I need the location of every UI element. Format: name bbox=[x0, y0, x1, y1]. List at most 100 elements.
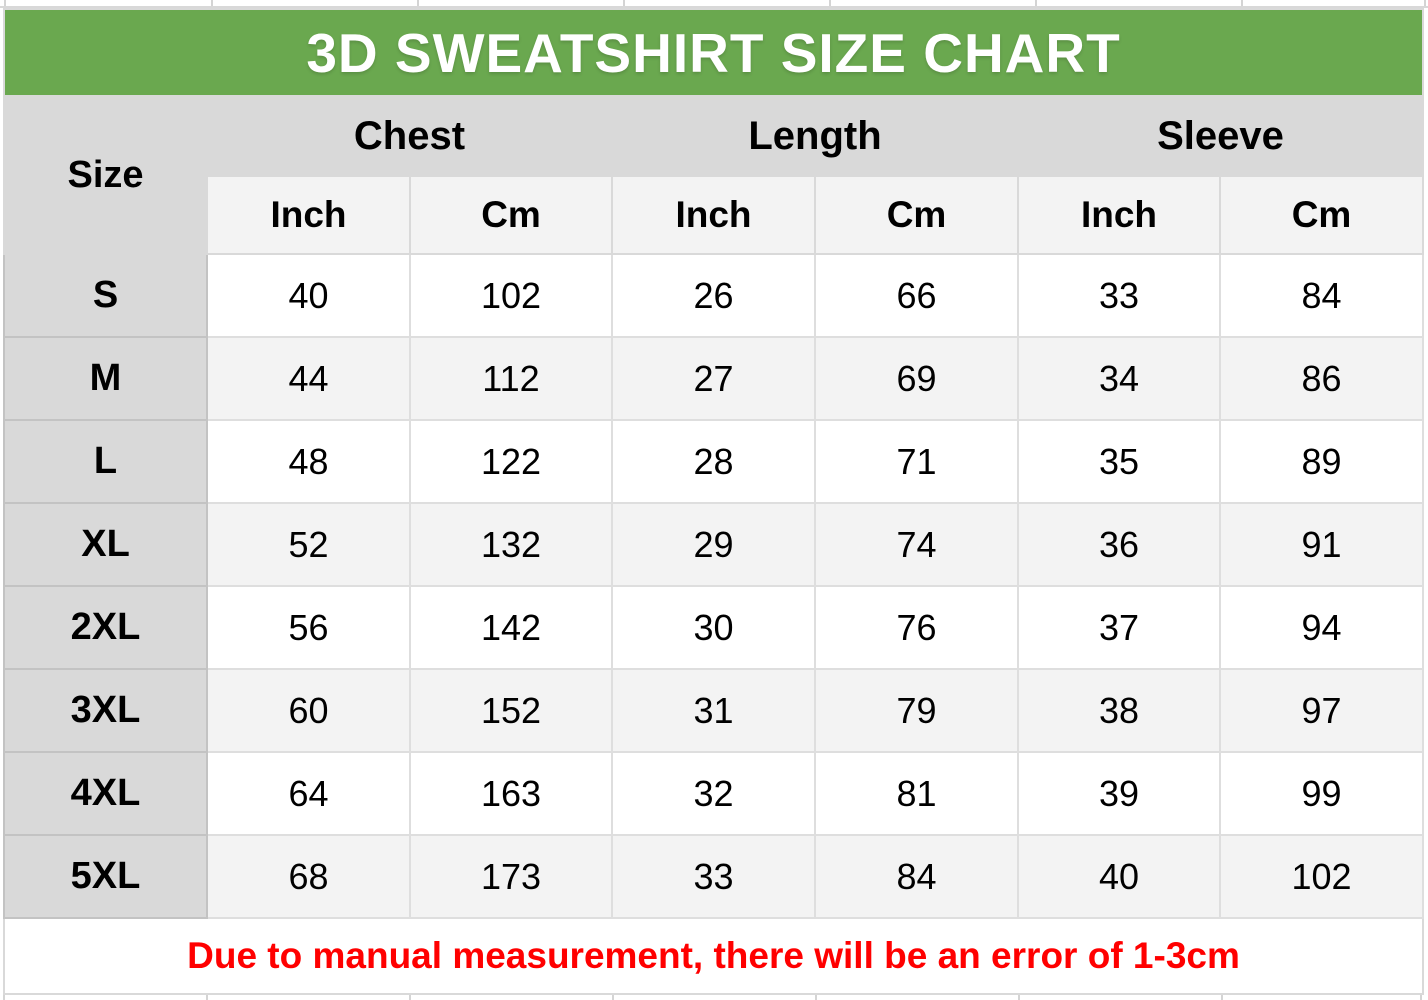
measurement-value: 76 bbox=[814, 585, 1019, 670]
unit-header-sleeve-inch: Inch bbox=[1017, 175, 1221, 255]
measurement-value: 142 bbox=[409, 585, 613, 670]
size-label: M bbox=[3, 336, 208, 421]
unit-header-row: Inch Cm Inch Cm Inch Cm bbox=[4, 175, 1425, 255]
gridline bbox=[417, 0, 419, 6]
measurement-value: 37 bbox=[1017, 585, 1221, 670]
title-row: 3D SWEATSHIRT SIZE CHART bbox=[2, 8, 1425, 97]
measurement-value: 84 bbox=[1218, 253, 1425, 338]
measurement-value: 34 bbox=[1017, 336, 1221, 421]
table-row: M 44 112 27 69 34 86 bbox=[3, 336, 1425, 421]
measurement-value: 173 bbox=[409, 834, 613, 919]
column-group-chest: Chest bbox=[206, 95, 613, 177]
measurement-value: 33 bbox=[611, 834, 816, 919]
table-row: S 40 102 26 66 33 84 bbox=[3, 253, 1425, 338]
measurement-value: 74 bbox=[814, 502, 1019, 587]
size-rows: S 40 102 26 66 33 84 M 44 112 27 69 34 86 L 48 122 28 71 35… bbox=[3, 253, 1425, 919]
measurement-value: 56 bbox=[206, 585, 411, 670]
size-chart-table: 3D SWEATSHIRT SIZE CHART Size Chest Leng… bbox=[2, 8, 1425, 995]
measurement-value: 94 bbox=[1218, 585, 1425, 670]
measurement-value: 163 bbox=[409, 751, 613, 836]
measurement-value: 86 bbox=[1218, 336, 1425, 421]
gridline bbox=[3, 995, 5, 1000]
measurement-value: 66 bbox=[814, 253, 1019, 338]
size-label: 2XL bbox=[3, 585, 208, 670]
measurement-value: 102 bbox=[409, 253, 613, 338]
gridline bbox=[1424, 0, 1426, 6]
gridline bbox=[206, 995, 208, 1000]
measurement-value: 79 bbox=[814, 668, 1019, 753]
measurement-value: 60 bbox=[206, 668, 411, 753]
gridline bbox=[815, 995, 817, 1000]
measurement-value: 91 bbox=[1218, 502, 1425, 587]
unit-header-chest-cm: Cm bbox=[409, 175, 613, 255]
measurement-value: 29 bbox=[611, 502, 816, 587]
size-label: 4XL bbox=[3, 751, 208, 836]
measurement-value: 89 bbox=[1218, 419, 1425, 504]
table-row: 5XL 68 173 33 84 40 102 bbox=[3, 834, 1425, 919]
measurement-value: 30 bbox=[611, 585, 816, 670]
gridline bbox=[1221, 995, 1223, 1000]
size-label: L bbox=[3, 419, 208, 504]
gridline bbox=[1035, 0, 1037, 6]
spreadsheet-gridline-strip-top bbox=[0, 0, 1428, 8]
measurement-value: 112 bbox=[409, 336, 613, 421]
gridline bbox=[829, 0, 831, 6]
measurement-value: 32 bbox=[611, 751, 816, 836]
measurement-value: 27 bbox=[611, 336, 816, 421]
measurement-value: 68 bbox=[206, 834, 411, 919]
table-row: 4XL 64 163 32 81 39 99 bbox=[3, 751, 1425, 836]
measurement-value: 132 bbox=[409, 502, 613, 587]
unit-header-chest-inch: Inch bbox=[206, 175, 411, 255]
measurement-value: 122 bbox=[409, 419, 613, 504]
chart-title: 3D SWEATSHIRT SIZE CHART bbox=[2, 8, 1425, 97]
gridline bbox=[1241, 0, 1243, 6]
table-row: 2XL 56 142 30 76 37 94 bbox=[3, 585, 1425, 670]
unit-header-length-cm: Cm bbox=[814, 175, 1019, 255]
measurement-value: 35 bbox=[1017, 419, 1221, 504]
measurement-value: 26 bbox=[611, 253, 816, 338]
measurement-value: 99 bbox=[1218, 751, 1425, 836]
measurement-value: 40 bbox=[206, 253, 411, 338]
size-label: 3XL bbox=[3, 668, 208, 753]
measurement-value: 69 bbox=[814, 336, 1019, 421]
measurement-value: 84 bbox=[814, 834, 1019, 919]
gridline bbox=[623, 0, 625, 6]
gridline bbox=[211, 0, 213, 6]
measurement-value: 81 bbox=[814, 751, 1019, 836]
gridline bbox=[1018, 995, 1020, 1000]
gridline bbox=[4, 0, 6, 6]
measurement-value: 102 bbox=[1218, 834, 1425, 919]
group-header-row: Size Chest Length Sleeve bbox=[3, 95, 1425, 255]
gridline bbox=[612, 995, 614, 1000]
table-row: L 48 122 28 71 35 89 bbox=[3, 419, 1425, 504]
size-label: 5XL bbox=[3, 834, 208, 919]
measurement-value: 97 bbox=[1218, 668, 1425, 753]
measurement-value: 36 bbox=[1017, 502, 1221, 587]
note-row: Due to manual measurement, there will be… bbox=[2, 917, 1425, 995]
table-row: XL 52 132 29 74 36 91 bbox=[3, 502, 1425, 587]
spreadsheet-gridline-strip-bottom bbox=[0, 995, 1428, 1000]
unit-header-length-inch: Inch bbox=[611, 175, 816, 255]
gridline bbox=[1420, 995, 1422, 1000]
column-group-sleeve: Sleeve bbox=[1016, 95, 1425, 177]
size-label: XL bbox=[3, 502, 208, 587]
measurement-note: Due to manual measurement, there will be… bbox=[2, 917, 1425, 995]
measurement-value: 31 bbox=[611, 668, 816, 753]
table-row: 3XL 60 152 31 79 38 97 bbox=[3, 668, 1425, 753]
measurement-value: 152 bbox=[409, 668, 613, 753]
measurement-value: 38 bbox=[1017, 668, 1221, 753]
gridline bbox=[409, 995, 411, 1000]
column-header-size: Size bbox=[3, 95, 208, 255]
measurement-value: 52 bbox=[206, 502, 411, 587]
measurement-value: 39 bbox=[1017, 751, 1221, 836]
measurement-value: 40 bbox=[1017, 834, 1221, 919]
measurement-value: 71 bbox=[814, 419, 1019, 504]
measurement-value: 44 bbox=[206, 336, 411, 421]
unit-header-sleeve-cm: Cm bbox=[1218, 175, 1425, 255]
measurement-value: 28 bbox=[611, 419, 816, 504]
measurement-value: 48 bbox=[206, 419, 411, 504]
size-label: S bbox=[3, 253, 208, 338]
measurement-value: 64 bbox=[206, 751, 411, 836]
column-group-length: Length bbox=[611, 95, 1019, 177]
